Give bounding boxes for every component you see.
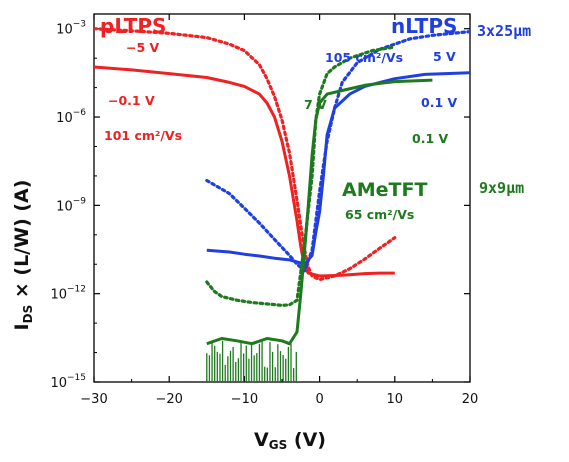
label-nltps: nLTPS xyxy=(391,14,457,38)
x-tick-label: 20 xyxy=(462,392,479,407)
label-pltps-mobility: 101 cm²/Vs xyxy=(104,128,182,143)
label-size-green: 9x9μm xyxy=(479,179,524,197)
label-pltps-minus01v: −0.1 V xyxy=(108,93,155,108)
x-tick-label: −10 xyxy=(231,392,258,407)
series-lines xyxy=(94,27,470,382)
label-pltps-minus5v: −5 V xyxy=(126,40,160,55)
label-ametft-mobility: 65 cm²/Vs xyxy=(345,207,414,222)
x-tick-label: 10 xyxy=(387,392,404,407)
label-ametft: AMeTFT xyxy=(342,179,427,201)
axis-ticks: −30 −20 −10 0 10 20 10−3 10−6 10−9 10−12 10−15 xyxy=(50,14,478,407)
series-pltps-high-vds-line xyxy=(94,27,397,282)
series-nltps-high-vds-line xyxy=(205,30,470,273)
x-tick-label: 0 xyxy=(315,392,323,407)
y-axis-title: IDS × (L/W) (A) xyxy=(11,180,35,331)
y-axis-sub: DS xyxy=(21,305,35,324)
label-ame-01v: 0.1 V xyxy=(412,131,448,146)
x-tick-label: −20 xyxy=(155,392,182,407)
x-axis-unit: (V) xyxy=(287,429,326,451)
x-axis-sub: GS xyxy=(269,438,288,452)
y-tick-label: 10−9 xyxy=(56,196,86,214)
series-group xyxy=(94,27,470,382)
label-size-blue: 3x25μm xyxy=(477,22,531,40)
label-pltps: pLTPS xyxy=(100,14,166,38)
label-nltps-5v: 5 V xyxy=(433,49,456,64)
series-ametft-high-vds-line xyxy=(205,45,397,307)
x-axis-main: V xyxy=(254,429,269,451)
y-tick-label: 10−6 xyxy=(56,108,86,126)
series-pltps-low-vds-line xyxy=(94,65,395,278)
label-nltps-mobility: 105 cm²/Vs xyxy=(325,50,403,65)
x-tick-label: −30 xyxy=(80,392,107,407)
y-axis-main-b: × (L/W) (A) xyxy=(11,180,33,305)
y-tick-label: 10−15 xyxy=(50,373,86,391)
y-tick-label: 10−12 xyxy=(50,285,86,303)
y-axis-main-a: I xyxy=(11,323,33,330)
label-ame-7v: 7 V xyxy=(304,97,327,112)
label-nltps-01v: 0.1 V xyxy=(421,95,457,110)
x-axis-title: VGS (V) xyxy=(254,429,326,452)
y-tick-label: 10−3 xyxy=(56,20,86,38)
